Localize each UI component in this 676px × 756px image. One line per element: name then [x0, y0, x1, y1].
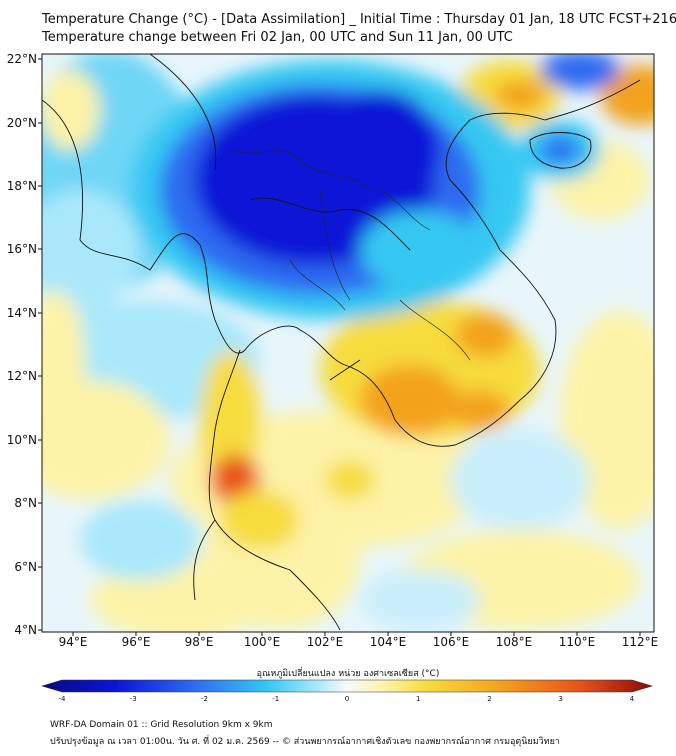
map-subtitle: Temperature change between Fri 02 Jan, 0…: [42, 30, 513, 45]
coastlines: [42, 54, 641, 631]
lon-label: 100°E: [244, 635, 281, 649]
lon-label: 104°E: [370, 635, 407, 649]
colorbar-tick-label: 4: [630, 695, 635, 703]
temperature-field: [42, 54, 654, 632]
lon-label: 102°E: [307, 635, 344, 649]
footer-update-info: ปรับปรุงข้อมูล ณ เวลา 01:00น. วัน ศ. ที่…: [50, 737, 560, 747]
map-title: Temperature Change (°C) - [Data Assimila…: [42, 12, 676, 27]
colorbar-ticks: -4 -3 -2 -1 0 1 2 3 4: [59, 695, 635, 703]
latitude-labels: 22°N 20°N 18°N 16°N 14°N 12°N 10°N 8°N 6°N 4°N: [7, 52, 37, 637]
lon-label: 110°E: [559, 635, 596, 649]
lon-label: 94°E: [59, 635, 88, 649]
colorbar-tick-label: 3: [559, 695, 563, 703]
colorbar-tick-label: -2: [201, 695, 208, 703]
lat-label: 16°N: [7, 242, 37, 256]
lon-label: 108°E: [496, 635, 533, 649]
plot-frame: [41, 53, 655, 633]
colorbar-tick-label: 0: [345, 695, 349, 703]
lon-label: 112°E: [622, 635, 659, 649]
colorbar-title: อุณหภูมิเปลี่ยนแปลง หน่วย องศาเซลเซียส (…: [257, 666, 440, 679]
lat-label: 18°N: [7, 179, 37, 193]
colorbar-tick-label: -4: [59, 695, 67, 703]
colorbar: [40, 679, 654, 693]
lon-label: 96°E: [122, 635, 151, 649]
colorbar-tick-label: -1: [272, 695, 279, 703]
lat-label: 6°N: [14, 560, 37, 574]
axis-ticks: [38, 58, 641, 636]
lat-label: 12°N: [7, 369, 37, 383]
colorbar-tick-label: 2: [487, 695, 491, 703]
lat-label: 4°N: [14, 623, 37, 637]
lat-label: 8°N: [14, 496, 37, 510]
colorbar-tick-label: -3: [130, 695, 137, 703]
footer-model-info: WRF-DA Domain 01 :: Grid Resolution 9km …: [50, 720, 273, 730]
lon-label: 106°E: [433, 635, 470, 649]
lat-label: 10°N: [7, 433, 37, 447]
longitude-labels: 94°E 96°E 98°E 100°E 102°E 104°E 106°E 108°E 110…: [59, 635, 659, 649]
lat-label: 22°N: [7, 52, 37, 66]
country-borders: [229, 149, 471, 361]
lat-label: 14°N: [7, 306, 37, 320]
lon-label: 98°E: [185, 635, 214, 649]
lat-label: 20°N: [7, 116, 37, 130]
colorbar-tick-label: 1: [416, 695, 420, 703]
